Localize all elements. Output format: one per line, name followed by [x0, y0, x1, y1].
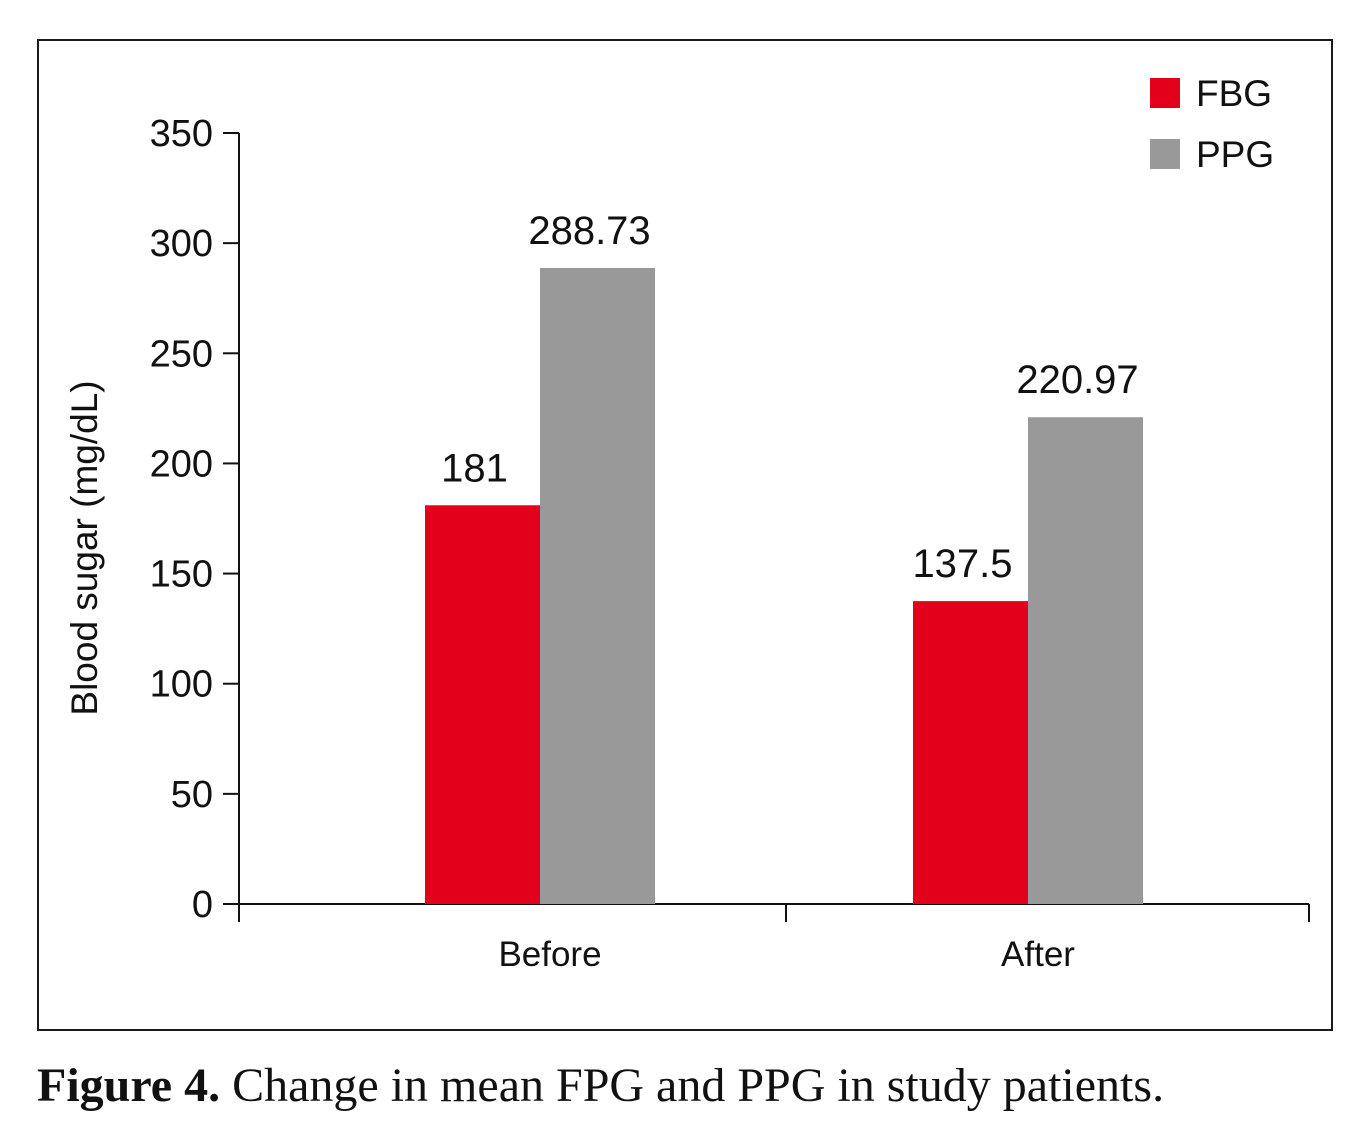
- legend-swatch-fbg: [1150, 78, 1180, 108]
- x-tick-label: After: [1001, 935, 1075, 974]
- y-tick-label: 250: [150, 333, 213, 375]
- data-label: 288.73: [528, 209, 650, 253]
- y-tick-label: 200: [150, 443, 213, 485]
- y-tick-label: 350: [150, 113, 213, 155]
- data-label: 220.97: [1016, 358, 1138, 402]
- bar-ppg-before: [540, 267, 655, 904]
- y-tick-label: 300: [150, 223, 213, 265]
- bar-fbg-after: [913, 601, 1028, 904]
- y-axis-title: Blood sugar (mg/dL): [64, 380, 105, 715]
- data-label: 181: [441, 446, 508, 490]
- bar-ppg-after: [1028, 417, 1143, 904]
- y-tick-label: 150: [150, 554, 213, 596]
- x-tick-label: Before: [498, 935, 601, 974]
- figure-caption: Figure 4. Change in mean FPG and PPG in …: [37, 1058, 1347, 1113]
- y-tick-label: 0: [192, 884, 213, 926]
- figure-frame: [37, 39, 1333, 1031]
- legend-swatch-ppg: [1150, 139, 1180, 169]
- bar-fbg-before: [425, 505, 540, 904]
- figure-caption-text: Change in mean FPG and PPG in study pati…: [220, 1059, 1165, 1112]
- legend-label-ppg: PPG: [1196, 134, 1274, 175]
- legend-label-fbg: FBG: [1196, 73, 1272, 114]
- y-tick-label: 100: [150, 664, 213, 706]
- figure-caption-label: Figure 4.: [37, 1059, 221, 1112]
- y-tick-label: 50: [171, 774, 213, 816]
- data-label: 137.5: [912, 542, 1012, 586]
